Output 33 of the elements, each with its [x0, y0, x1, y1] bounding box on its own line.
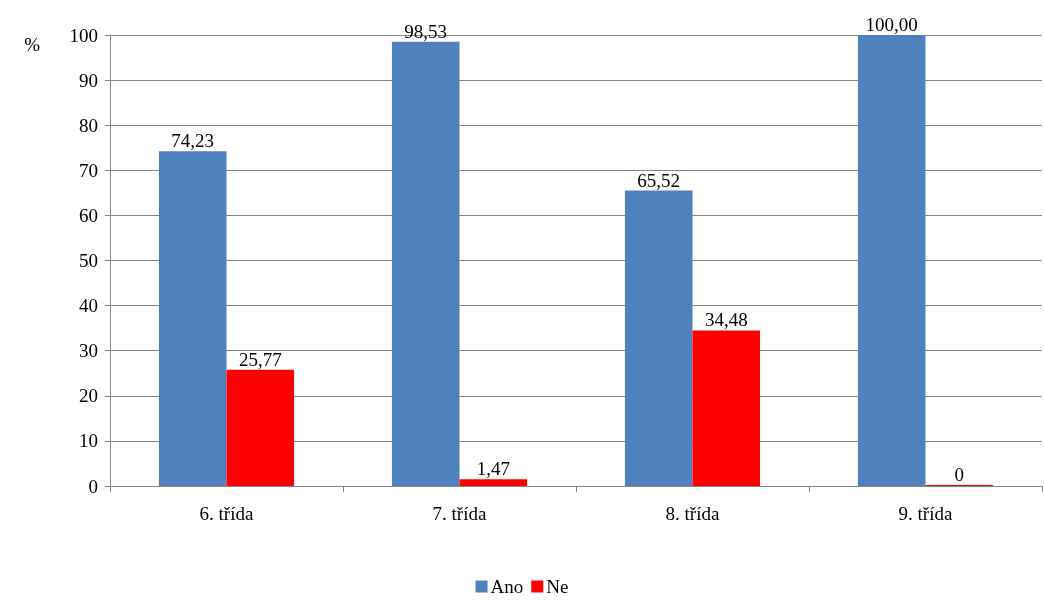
bar: [158, 151, 227, 486]
y-tick-label: 0: [88, 475, 98, 497]
y-axis-title: %: [24, 34, 41, 55]
y-tick-label: 10: [79, 430, 98, 452]
bar: [624, 190, 693, 486]
y-tick-label: 90: [79, 69, 98, 91]
y-tick-label: 20: [79, 385, 98, 407]
data-label: 34,48: [704, 309, 748, 331]
bar: [459, 479, 528, 486]
legend-label: Ne: [546, 576, 569, 597]
data-label: 25,77: [238, 348, 282, 370]
y-tick-label: 60: [79, 204, 98, 226]
data-label: 98,53: [404, 20, 448, 42]
data-label: 100,00: [865, 14, 918, 35]
y-tick-label: 100: [69, 24, 98, 46]
bar: [857, 35, 926, 486]
data-label: 74,23: [171, 130, 215, 152]
y-tick-label: 50: [79, 250, 98, 271]
data-label: 0: [954, 464, 965, 485]
data-label: 65,52: [637, 169, 681, 191]
legend-label: Ano: [490, 576, 524, 597]
bar: [692, 330, 761, 486]
x-tick-label: 8. třída: [665, 503, 720, 524]
y-tick-label: 40: [79, 295, 98, 317]
x-tick-label: 9. třída: [898, 503, 953, 524]
bar: [226, 369, 295, 486]
y-tick-label: 70: [79, 159, 98, 181]
x-tick-label: 7. třída: [432, 503, 487, 524]
x-tick-label: 6. třída: [199, 503, 254, 524]
y-tick-label: 30: [79, 340, 98, 362]
data-label: 1,47: [476, 458, 510, 480]
y-tick-label: 80: [79, 114, 98, 136]
bar: [391, 41, 460, 486]
